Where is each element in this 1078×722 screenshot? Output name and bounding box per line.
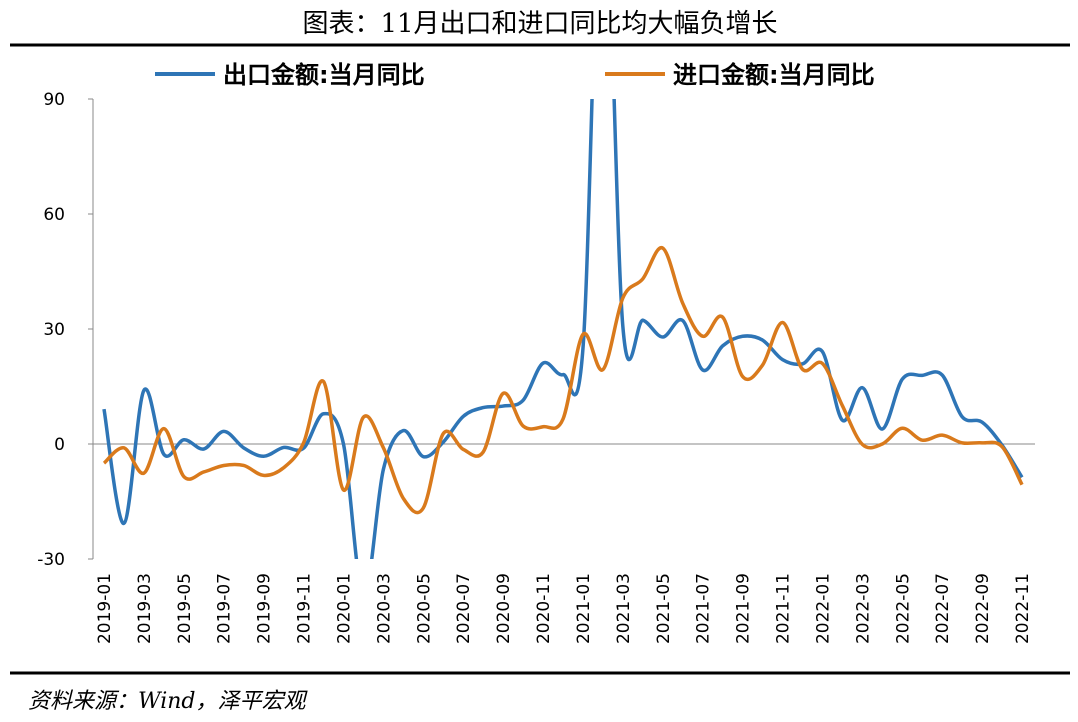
x-tick-label: 2020-07	[454, 573, 474, 644]
x-tick-label: 2019-03	[135, 573, 155, 644]
x-tick-label: 2020-09	[494, 573, 514, 644]
x-tick-label: 2021-05	[654, 573, 674, 644]
source: 资料来源：Wind，泽平宏观	[28, 689, 309, 714]
x-tick-label: 2020-05	[414, 573, 434, 644]
x-tick-label: 2022-01	[813, 573, 833, 644]
series-line	[102, 246, 1024, 515]
x-tick-label: 2022-05	[893, 573, 913, 644]
x-tick-label: 2022-09	[973, 573, 993, 644]
y-tick-label: 60	[43, 205, 65, 225]
legend-label: 出口金额:当月同比	[223, 61, 425, 89]
x-tick-label: 2021-03	[614, 573, 634, 644]
y-tick-label: -30	[37, 550, 65, 570]
x-tick-label: 2019-09	[255, 573, 275, 644]
y-tick-label: 30	[43, 320, 65, 340]
series-line	[102, 99, 1024, 559]
x-tick-label: 2021-07	[694, 573, 714, 644]
x-tick-label: 2022-03	[853, 573, 873, 644]
x-tick-label: 2022-11	[1013, 573, 1033, 644]
x-tick-label: 2019-01	[95, 573, 115, 644]
chart-title: 图表：11月出口和进口同比均大幅负增长	[302, 9, 777, 39]
legend-label: 进口金额:当月同比	[673, 61, 875, 89]
y-tick-label: 90	[43, 90, 65, 110]
x-tick-label: 2019-11	[295, 573, 315, 644]
x-tick-label: 2021-09	[734, 573, 754, 644]
x-tick-label: 2019-05	[175, 573, 195, 644]
x-tick-label: 2019-07	[215, 573, 235, 644]
x-tick-label: 2022-07	[933, 573, 953, 644]
y-tick-label: 0	[54, 435, 65, 455]
x-tick-label: 2021-01	[574, 573, 594, 644]
x-tick-label: 2020-11	[534, 573, 554, 644]
x-tick-label: 2020-01	[334, 573, 354, 644]
x-tick-label: 2021-11	[774, 573, 794, 644]
x-tick-label: 2020-03	[374, 573, 394, 644]
